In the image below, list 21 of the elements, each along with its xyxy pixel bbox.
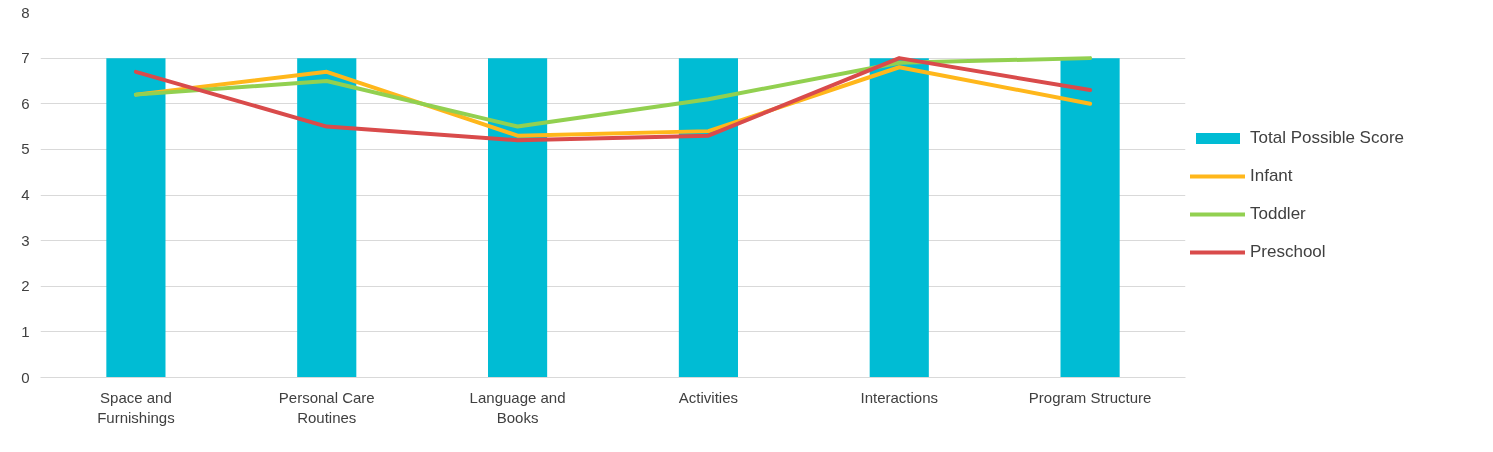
y-tick-label: 8 [21,3,30,21]
y-tick-label: 6 [21,94,30,112]
x-tick-label: Activities [678,388,739,406]
legend-label: Infant [1250,165,1293,186]
y-tick-label: 7 [21,49,30,67]
legend-label: Total Possible Score [1250,127,1405,148]
y-tick-label: 5 [21,140,30,158]
legend-label: Preschool [1250,241,1326,262]
y-tick-label: 3 [21,231,30,249]
y-tick-label: 0 [21,368,30,386]
x-tick-label: Language and Books [469,388,566,426]
x-tick-label: Personal Care Routines [278,388,375,426]
y-tick-label: 1 [21,322,30,340]
line-series [133,56,1093,129]
y-tick-label: 2 [21,277,30,295]
y-tick-label: 4 [21,186,30,203]
x-tick-label: Interactions [860,388,939,406]
x-tick-label: Space and Furnishings [97,388,175,426]
x-tick-label: Program Structure [1028,388,1152,406]
line-series [133,56,1093,143]
legend-label: Toddler [1250,203,1306,224]
